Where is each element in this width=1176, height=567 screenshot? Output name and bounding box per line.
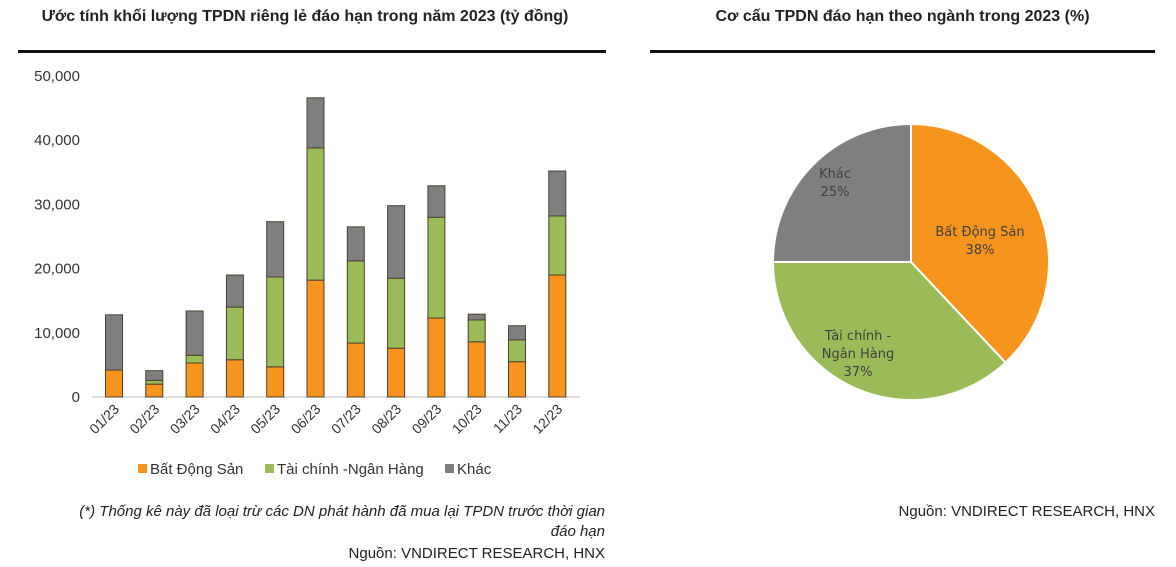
x-tick-label: 12/23 <box>529 401 565 437</box>
bar-segment <box>266 221 285 278</box>
x-tick-label: 11/23 <box>490 401 526 437</box>
bar-segment <box>467 319 486 343</box>
pie-label: 25% <box>821 185 850 200</box>
bar-segment <box>548 215 567 276</box>
bar-segment <box>306 279 325 398</box>
bar-segment <box>387 347 406 398</box>
legend-swatch <box>265 464 274 473</box>
footnote-line1: (*) Thống kê này đã loại trừ các DN phát… <box>79 503 605 520</box>
bar-segment <box>508 339 526 363</box>
bar-segment <box>427 185 446 218</box>
x-tick-label: 02/23 <box>126 401 162 437</box>
x-tick-label: 04/23 <box>207 401 243 437</box>
bar-segment <box>306 147 325 281</box>
legend-label: Tài chính -Ngân Hàng <box>277 461 424 478</box>
bar-segment <box>427 216 446 319</box>
pie-chart-title: Cơ cấu TPDN đáo hạn theo ngành trong 202… <box>715 8 1090 25</box>
bar-segment <box>467 341 486 398</box>
x-tick-label: 06/23 <box>288 401 324 437</box>
bar-segment <box>548 170 567 217</box>
pie-slice <box>771 122 912 263</box>
x-tick-label: 10/23 <box>449 401 485 437</box>
source-right: Nguồn: VNDIRECT RESEARCH, HNX <box>898 503 1155 520</box>
bar-segment <box>266 366 285 398</box>
pie-label: Bất Động Sản <box>935 225 1024 240</box>
legend-swatch <box>138 464 147 473</box>
pie-slice <box>910 122 1050 365</box>
bar-segment <box>185 362 204 398</box>
bar-segment <box>306 97 325 149</box>
legend-label: Khác <box>457 461 492 478</box>
y-tick-label: 20,000 <box>34 261 80 278</box>
bar-segment <box>346 260 365 344</box>
bar-segment <box>185 310 204 356</box>
y-tick-label: 30,000 <box>34 196 80 213</box>
bar-segment <box>185 354 204 364</box>
right-title-rule <box>650 50 1155 53</box>
y-tick-label: 50,000 <box>34 68 80 85</box>
pie-label: Khác <box>819 167 851 182</box>
left-title-rule <box>18 50 606 53</box>
legend-label: Bất Động Sản <box>150 461 243 478</box>
bar-segment <box>105 369 123 398</box>
source-left: Nguồn: VNDIRECT RESEARCH, HNX <box>348 545 605 562</box>
pie-label: 38% <box>966 243 995 258</box>
pie-label: Tài chính - <box>824 329 892 344</box>
pie-slice <box>771 261 1007 401</box>
pie-label: 37% <box>844 365 873 380</box>
bar-segment <box>387 277 406 349</box>
bar-segment <box>225 359 244 398</box>
x-tick-label: 03/23 <box>167 401 203 437</box>
bar-segment <box>346 342 365 398</box>
y-tick-label: 10,000 <box>34 325 80 342</box>
bar-segment <box>387 205 406 279</box>
bar-chart-title: Ước tính khối lượng TPDN riêng lẻ đáo hạ… <box>41 8 569 25</box>
bar-segment <box>508 361 526 398</box>
x-tick-label: 05/23 <box>247 401 283 437</box>
bar-segment <box>467 313 486 321</box>
footnote-line2: đáo hạn <box>550 523 605 540</box>
bar-segment <box>548 274 567 398</box>
bar-segment <box>266 276 285 368</box>
bar-segment <box>145 383 164 398</box>
x-tick-label: 07/23 <box>328 401 364 437</box>
pie-label: Ngân Hàng <box>822 347 895 362</box>
bar-segment <box>225 274 244 308</box>
bar-segment <box>346 226 365 262</box>
bar-segment <box>105 314 123 371</box>
bar-segment <box>145 370 164 381</box>
x-tick-label: 08/23 <box>368 401 404 437</box>
bar-segment <box>225 306 244 361</box>
y-tick-label: 40,000 <box>34 132 80 149</box>
y-tick-label: 0 <box>72 389 80 406</box>
bar-segment <box>427 317 446 398</box>
bar-segment <box>508 325 526 341</box>
x-tick-label: 01/23 <box>86 401 122 437</box>
bar-segment <box>145 379 164 385</box>
legend-swatch <box>445 464 454 473</box>
x-tick-label: 09/23 <box>408 401 444 437</box>
